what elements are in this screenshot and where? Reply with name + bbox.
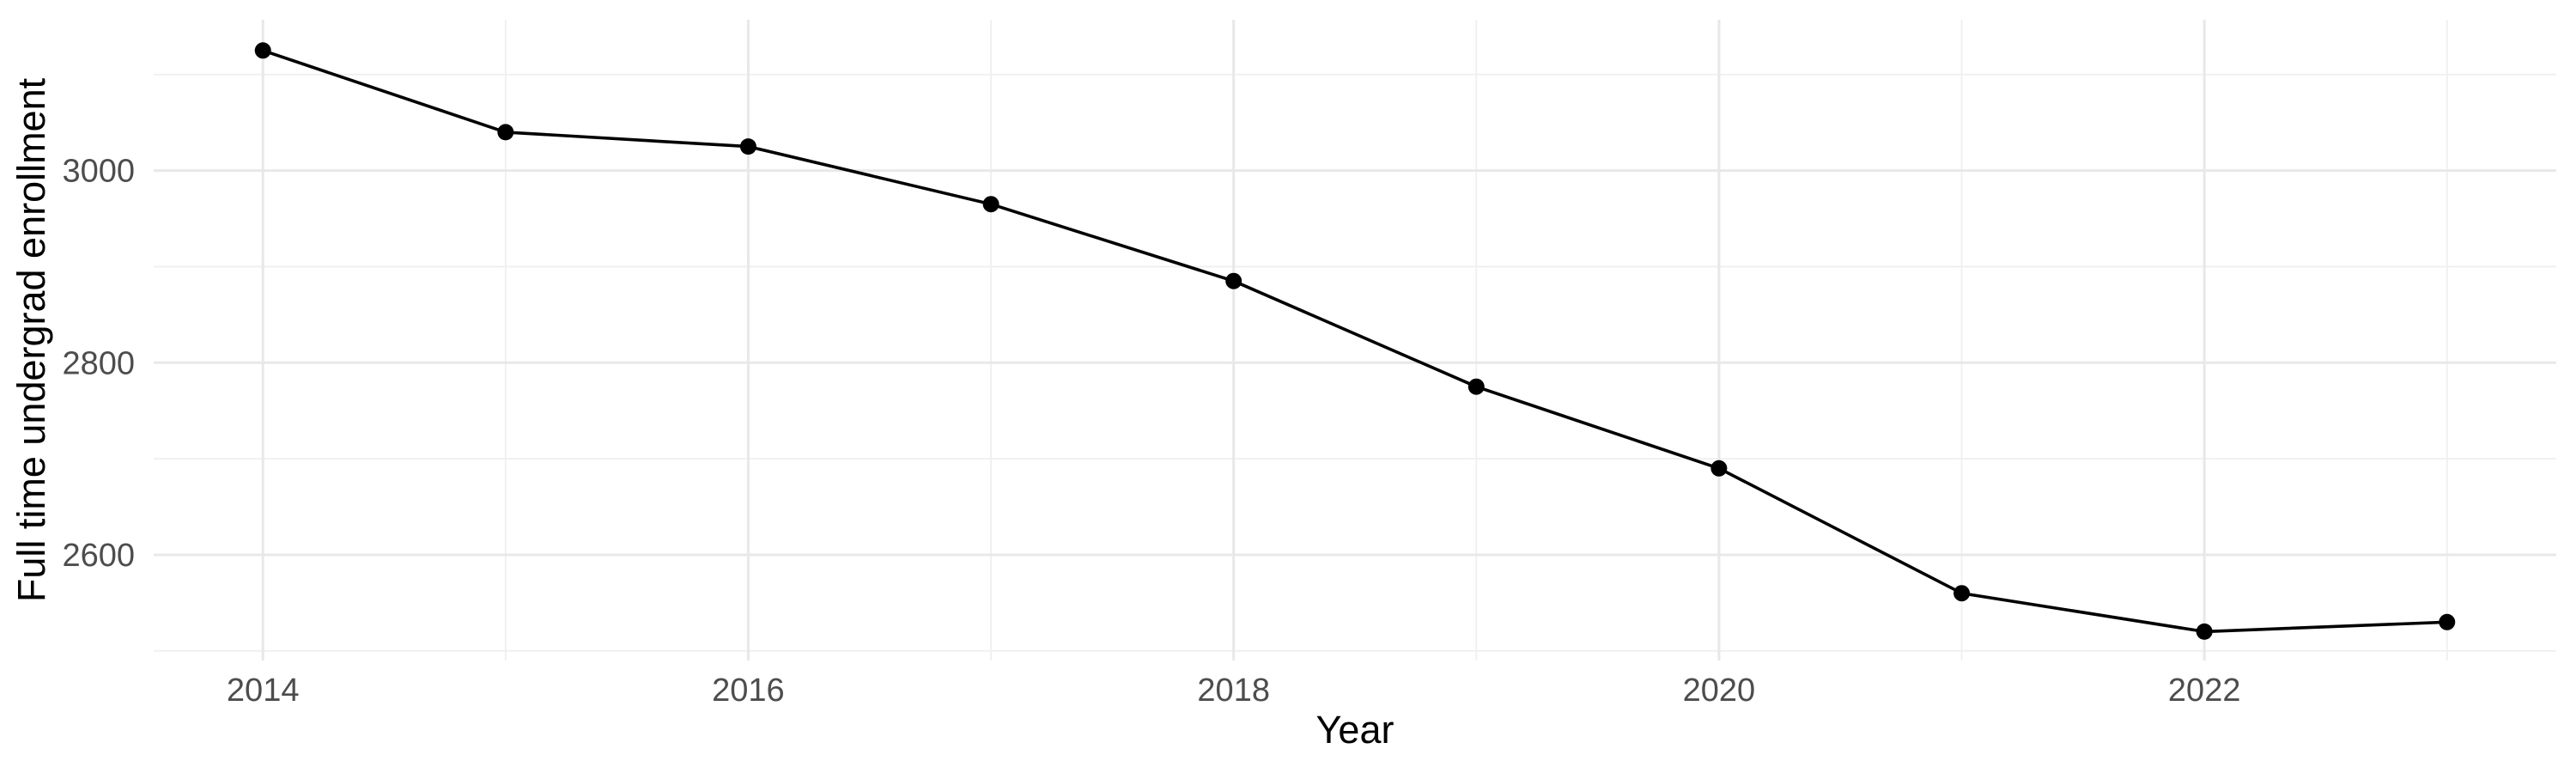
data-point <box>982 196 999 213</box>
data-series-points <box>254 42 2456 640</box>
y-tick-label: 2800 <box>62 345 135 381</box>
data-point <box>1225 272 1242 289</box>
data-point <box>1953 585 1971 602</box>
data-point <box>1710 460 1728 477</box>
data-point <box>739 138 756 155</box>
gridlines-minor <box>154 20 2556 660</box>
y-axis-tick-labels: 3000 2800 2600 <box>62 154 135 574</box>
y-axis-title: Full time undergrad enrollment <box>9 77 53 602</box>
x-tick-label: 2016 <box>712 673 785 709</box>
data-point <box>1467 378 1485 395</box>
data-series-line <box>261 48 2449 634</box>
x-tick-label: 2014 <box>227 673 300 709</box>
x-tick-label: 2020 <box>1683 673 1756 709</box>
data-point <box>2439 613 2456 630</box>
gridlines-major <box>154 20 2556 660</box>
y-tick-label: 3000 <box>62 154 135 190</box>
y-tick-label: 2600 <box>62 538 135 574</box>
data-point <box>497 124 514 141</box>
x-axis-tick-labels: 2014 2016 2018 2020 2022 <box>227 673 2241 709</box>
x-tick-label: 2018 <box>1197 673 1270 709</box>
data-point <box>254 42 271 59</box>
x-axis-title: Year <box>1316 708 1394 752</box>
data-point <box>2196 623 2213 640</box>
x-tick-label: 2022 <box>2168 673 2241 709</box>
enrollment-trend-line <box>261 48 2449 634</box>
